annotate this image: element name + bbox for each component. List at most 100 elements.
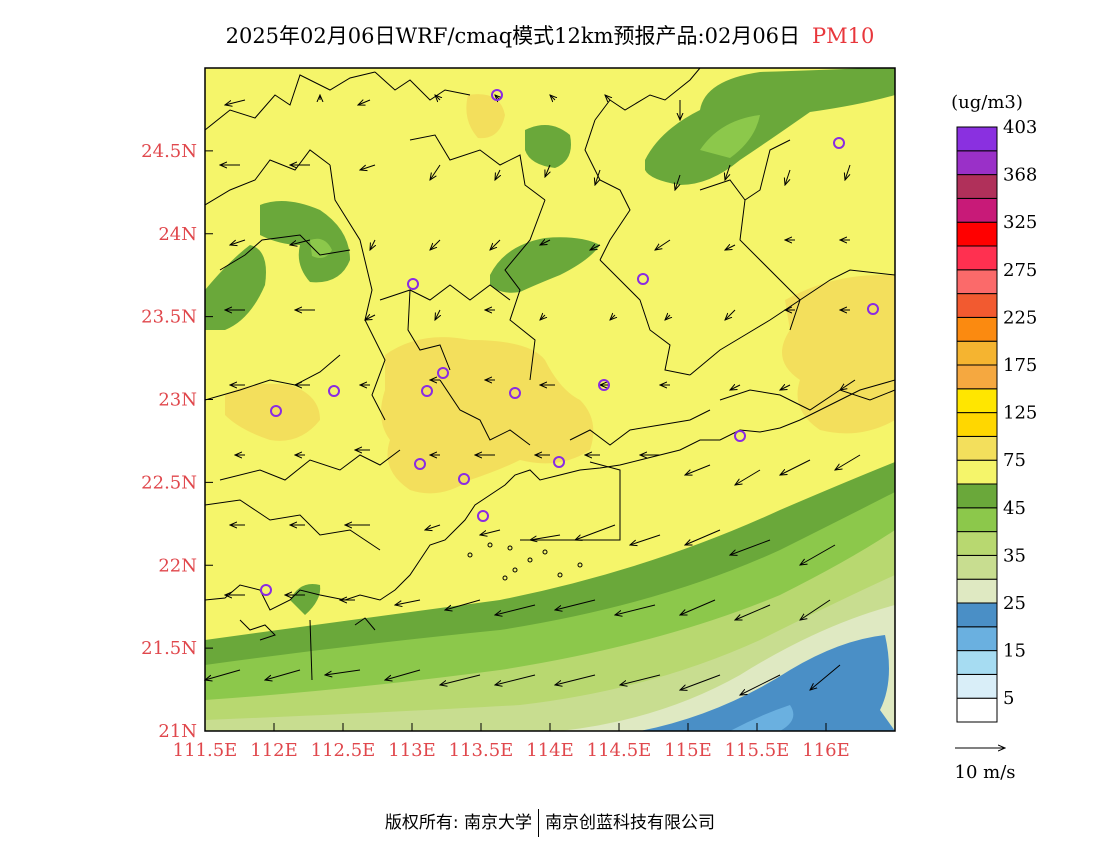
lon-tick-label: 112.5E xyxy=(311,740,376,761)
wind-arrow xyxy=(205,669,241,680)
legend-swatch xyxy=(956,221,998,247)
wind-arrow xyxy=(620,674,661,685)
legend-swatch xyxy=(956,269,998,295)
station-markers xyxy=(260,89,879,596)
legend-swatch xyxy=(956,245,998,271)
lon-tick-label: 114E xyxy=(526,740,574,761)
legend-swatch xyxy=(956,388,998,414)
legend-swatch xyxy=(956,316,998,342)
wind-arrow xyxy=(590,245,601,250)
wind-arrow xyxy=(530,534,561,540)
wind-arrow xyxy=(365,315,376,320)
wind-arrow xyxy=(780,459,811,475)
wind-arrow xyxy=(495,604,536,615)
station-marker xyxy=(421,385,433,397)
wind-arrow xyxy=(540,315,545,320)
wind-arrow xyxy=(735,604,771,620)
wind-arrow xyxy=(685,529,721,545)
wind-arrow xyxy=(425,524,441,530)
station-marker xyxy=(509,387,521,399)
light-green-patches xyxy=(310,115,760,258)
band-15 xyxy=(640,635,895,731)
station-marker xyxy=(637,273,649,285)
lon-tick-label: 111.5E xyxy=(173,740,238,761)
wind-arrow xyxy=(540,240,551,245)
legend-label: 175 xyxy=(1003,355,1037,376)
legend-label: 75 xyxy=(1003,450,1026,471)
wind-arrow xyxy=(495,169,500,180)
legend-swatch xyxy=(956,459,998,485)
station-marker xyxy=(260,584,272,596)
wind-arrow xyxy=(445,599,481,610)
footer-right: 南京创蓝科技有限公司 xyxy=(545,813,716,833)
islands xyxy=(467,542,583,581)
legend-swatch xyxy=(956,673,998,699)
legend-swatch xyxy=(956,531,998,556)
legend-swatch xyxy=(956,364,998,390)
wind-arrow xyxy=(395,599,421,605)
wind-arrow xyxy=(800,599,831,620)
station-marker xyxy=(270,405,282,417)
wind-arrow xyxy=(740,674,781,695)
legend-swatch xyxy=(956,174,998,199)
legend-swatch xyxy=(956,412,998,437)
footer-separator xyxy=(538,809,540,837)
wind-arrow xyxy=(435,95,440,100)
station-marker xyxy=(477,510,489,522)
lon-tick-label: 113.5E xyxy=(449,740,514,761)
wind-arrow xyxy=(735,469,761,485)
legend-unit: (ug/m3) xyxy=(951,92,1023,113)
wind-arrow xyxy=(225,99,246,105)
lat-tick-label: 22N xyxy=(158,555,197,576)
station-marker xyxy=(407,278,419,290)
legend-label: 403 xyxy=(1003,117,1037,138)
legend-label: 325 xyxy=(1003,212,1037,233)
wind-arrow xyxy=(680,599,716,615)
lat-tick-label: 22.5N xyxy=(141,472,197,493)
station-marker xyxy=(867,303,879,315)
legend-label: 125 xyxy=(1003,403,1037,424)
legend-swatch xyxy=(956,340,998,366)
wind-arrow xyxy=(785,169,791,185)
station-marker xyxy=(458,473,470,485)
wind-arrow xyxy=(358,100,371,105)
coastline xyxy=(205,379,895,681)
wind-arrow xyxy=(265,669,301,680)
green-patches xyxy=(205,68,895,615)
wind-arrow xyxy=(610,315,615,320)
legend-swatch xyxy=(956,626,998,652)
legend-swatch xyxy=(956,197,998,223)
wind-arrow xyxy=(655,239,671,250)
lon-tick-label: 112E xyxy=(250,740,298,761)
admin-boundaries xyxy=(205,68,895,551)
wind-arrow xyxy=(370,239,375,250)
lat-tick-label: 24N xyxy=(158,224,197,245)
legend-label: 25 xyxy=(1003,593,1026,614)
legend-swatch xyxy=(956,602,998,628)
wind-arrow xyxy=(810,664,841,690)
wind-arrow xyxy=(495,674,536,685)
lon-tick-label: 115.5E xyxy=(725,740,790,761)
lat-tick-label: 21N xyxy=(158,721,197,742)
map-field xyxy=(205,68,895,731)
wind-arrow xyxy=(630,534,661,545)
legend-label: 368 xyxy=(1003,165,1037,186)
wind-scale-label: 10 m/s xyxy=(955,762,1016,783)
wind-arrow xyxy=(680,674,721,690)
wind-arrow xyxy=(230,239,246,245)
wind-arrow xyxy=(550,95,555,100)
legend-swatch xyxy=(956,650,998,675)
station-marker xyxy=(734,430,746,442)
lon-tick-label: 113E xyxy=(388,740,436,761)
lon-tick-label: 114.5E xyxy=(587,740,652,761)
legend-label: 5 xyxy=(1003,688,1014,709)
station-marker xyxy=(833,137,845,149)
wind-arrow xyxy=(430,164,441,180)
legend-swatch xyxy=(956,507,998,533)
wind-arrow xyxy=(605,95,610,100)
legend-swatch xyxy=(956,578,998,604)
station-marker xyxy=(437,367,449,379)
wind-arrow xyxy=(575,524,616,540)
wind-arrow xyxy=(675,174,681,190)
wind-arrow xyxy=(665,315,670,320)
